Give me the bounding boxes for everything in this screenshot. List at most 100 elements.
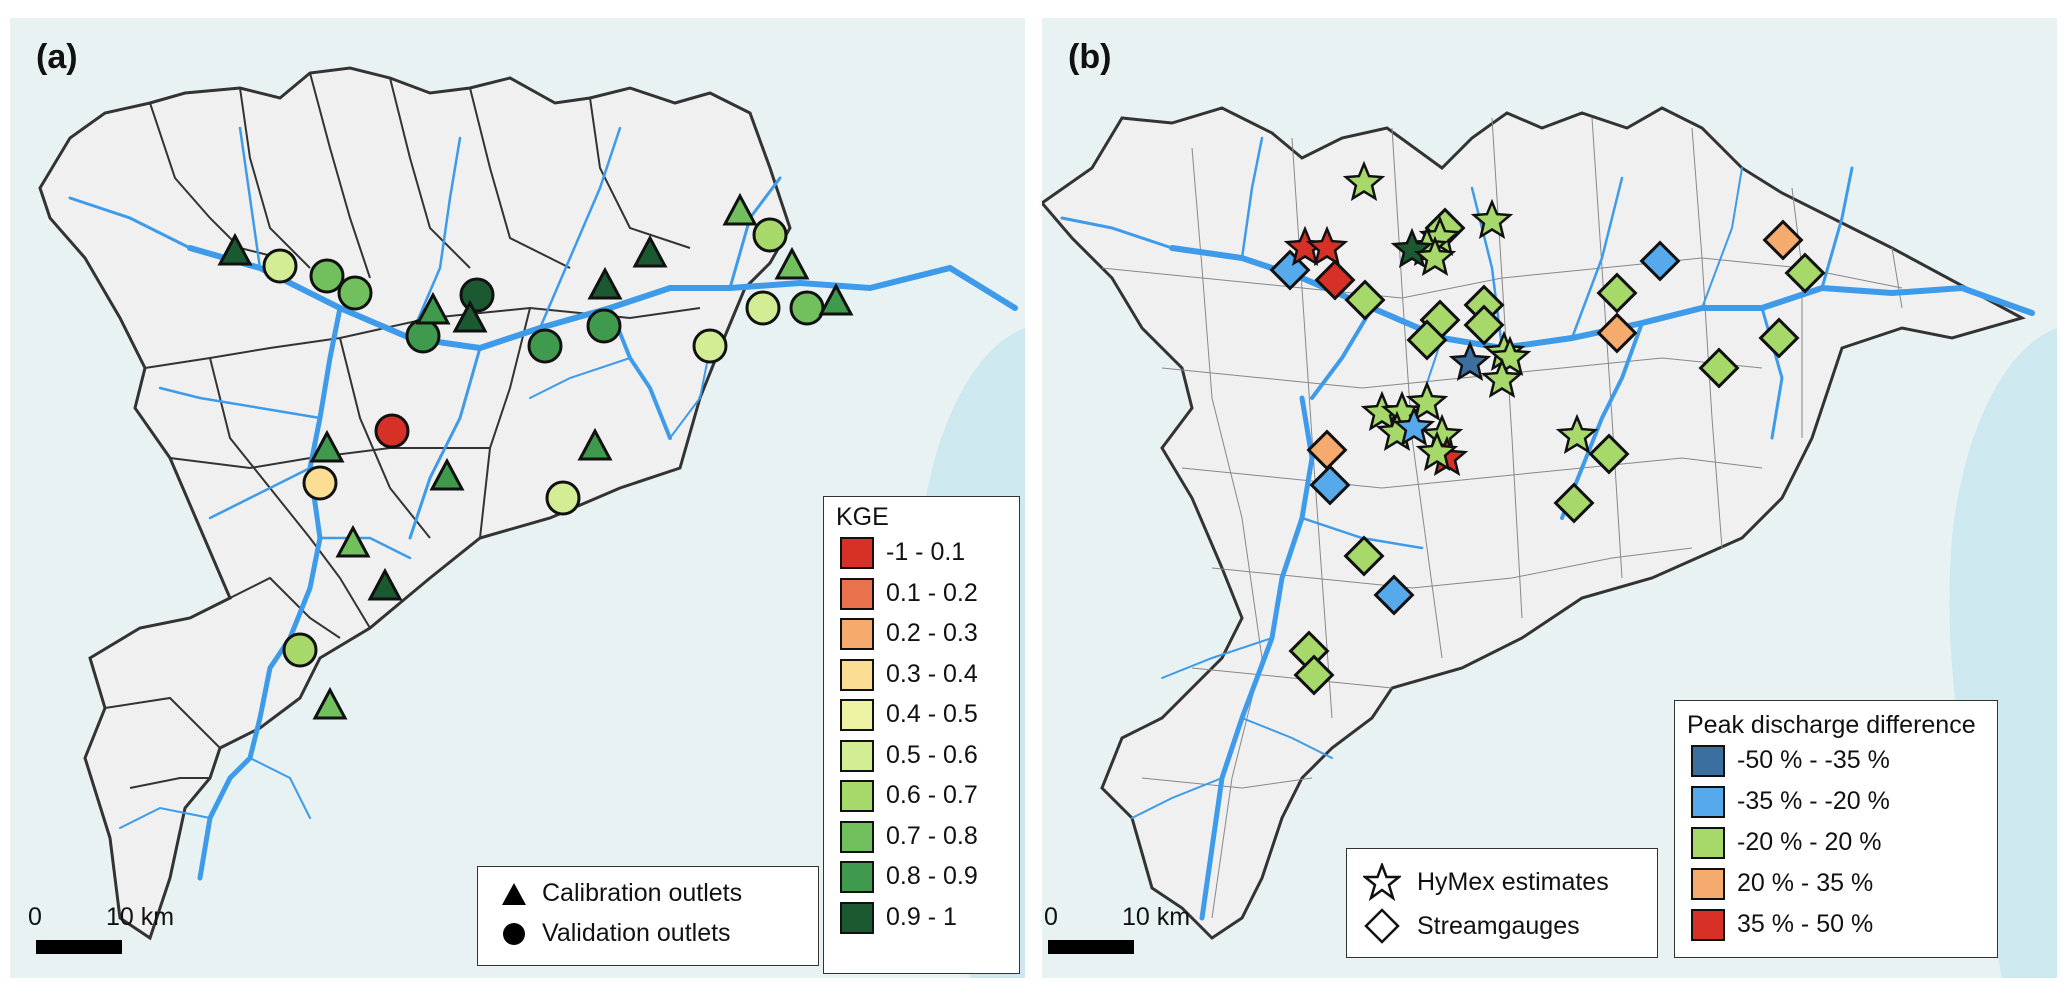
streamgauge — [1698, 347, 1740, 389]
peak-class-label: -35 % - -20 % — [1737, 787, 1890, 815]
hymex-estimate — [1470, 198, 1514, 240]
streamgauge — [1343, 535, 1385, 577]
kge-swatch — [840, 901, 874, 934]
hymex-estimate — [1413, 235, 1457, 277]
calibration-outlet — [367, 567, 403, 601]
hymex-estimate — [1415, 430, 1459, 472]
streamgauge — [1314, 259, 1356, 301]
fine-subbasin-grid — [1101, 117, 1903, 919]
validation-outlet — [302, 465, 338, 501]
kge-class-label: 0.3 - 0.4 — [886, 659, 978, 688]
validation-outlet — [262, 248, 298, 284]
calibration-outlet — [312, 686, 348, 720]
kge-class-label: 0.1 - 0.2 — [886, 578, 978, 607]
kge-legend: KGE -1 - 0.1 0.1 - 0.2 0.2 - 0.3 0.3 - 0.4 0… — [823, 496, 1020, 974]
kge-class-label: 0.9 - 1 — [886, 902, 957, 931]
scale-bar-line — [36, 940, 122, 954]
validation-outlet — [692, 328, 728, 364]
hymex-estimate — [1342, 160, 1386, 202]
kge-class-label: 0.7 - 0.8 — [886, 821, 978, 850]
streamgauge — [1553, 482, 1595, 524]
streamgauge — [1373, 574, 1415, 616]
kge-swatch — [840, 618, 874, 650]
validation-outlet — [405, 318, 441, 354]
hymex-estimate — [1305, 225, 1349, 267]
kge-swatch — [840, 577, 874, 610]
streamgauge — [1639, 240, 1681, 282]
calibration-outlet — [415, 291, 451, 325]
validation-outlet — [745, 290, 781, 326]
peak-class-label: 20 % - 35 % — [1737, 869, 1874, 897]
diamond-icon — [1364, 908, 1400, 944]
peak-swatch — [1691, 827, 1725, 859]
kge-swatch — [840, 537, 874, 569]
kge-class-label: 0.4 - 0.5 — [886, 700, 978, 728]
validation-outlet — [282, 632, 318, 668]
validation-outlet — [586, 308, 622, 344]
validation-outlet — [337, 275, 373, 311]
hymex-markers — [1283, 160, 1599, 477]
validation-outlet — [309, 258, 345, 294]
panel-label: (b) — [1068, 38, 1112, 76]
kge-swatch — [840, 820, 874, 853]
outlet-type-legend: Calibration outlets Validation outlets — [477, 866, 819, 966]
peak-swatch — [1691, 868, 1725, 900]
calibration-outlet — [452, 299, 488, 333]
kge-class-label: 0.6 - 0.7 — [886, 781, 978, 809]
kge-legend-title: KGE — [836, 503, 889, 531]
calibration-outlet — [335, 524, 371, 558]
scale-zero: 0 — [28, 903, 42, 931]
scale-bar: 0 10 km — [1042, 903, 1242, 963]
validation-outlet — [459, 277, 495, 313]
validation-outlet — [752, 217, 788, 253]
validation-outlet — [789, 290, 825, 326]
streamgauge — [1596, 312, 1638, 354]
streamgauge — [1309, 464, 1351, 506]
kge-swatch — [840, 658, 874, 691]
peak-discharge-legend: Peak discharge difference -50 % - -35 % -… — [1674, 700, 1998, 958]
basin-outline — [38, 66, 792, 941]
streamgauge — [1406, 319, 1448, 361]
scale-bar: 0 10 km — [18, 903, 218, 963]
streamgauge — [1306, 429, 1348, 471]
panel-b-map: (b) 0 10 km HyMex estimates Streamgauges… — [1042, 18, 2057, 978]
circle-icon — [503, 922, 525, 945]
validation-outlet — [527, 328, 563, 364]
calibration-outlet — [577, 427, 613, 461]
peak-swatch — [1691, 909, 1725, 941]
streamgauge — [1463, 304, 1505, 346]
hymex-estimate — [1405, 380, 1449, 422]
peak-class-label: -50 % - -35 % — [1737, 746, 1890, 774]
scale-ten: 10 km — [106, 903, 175, 931]
streamgauge — [1293, 654, 1335, 696]
calibration-outlet — [309, 429, 345, 463]
hymex-estimate — [1448, 340, 1492, 382]
scale-zero: 0 — [1044, 903, 1058, 931]
kge-class-label: 0.2 - 0.3 — [886, 619, 978, 647]
kge-swatch — [840, 780, 874, 812]
calibration-outlet — [587, 266, 623, 300]
calibration-outlet — [774, 246, 810, 280]
outlet-markers — [217, 192, 854, 720]
basin-map-b — [1042, 106, 2057, 978]
streamgauge — [1758, 317, 1800, 359]
hymex-label: HyMex estimates — [1417, 867, 1609, 896]
panel-a-map: (a) 0 10 km Calibration outlets Validati… — [10, 18, 1025, 978]
scale-bar-line — [1048, 940, 1134, 954]
kge-class-label: -1 - 0.1 — [886, 538, 966, 566]
hymex-estimate — [1392, 405, 1436, 447]
peak-swatch — [1691, 786, 1725, 818]
panel-label: (a) — [36, 38, 78, 76]
peak-class-label: -20 % - 20 % — [1737, 828, 1882, 856]
streamgauge — [1784, 252, 1826, 294]
streamgauge — [1596, 272, 1638, 314]
kge-swatch — [840, 739, 874, 772]
calibration-outlet — [429, 457, 465, 491]
streamgauge — [1762, 219, 1804, 261]
kge-swatch — [840, 699, 874, 731]
basin-outline — [1042, 106, 2026, 940]
kge-class-label: 0.8 - 0.9 — [886, 862, 978, 890]
validation-label: Validation outlets — [542, 919, 731, 947]
star-icon — [1363, 863, 1401, 901]
streamgauges-label: Streamgauges — [1417, 911, 1580, 940]
